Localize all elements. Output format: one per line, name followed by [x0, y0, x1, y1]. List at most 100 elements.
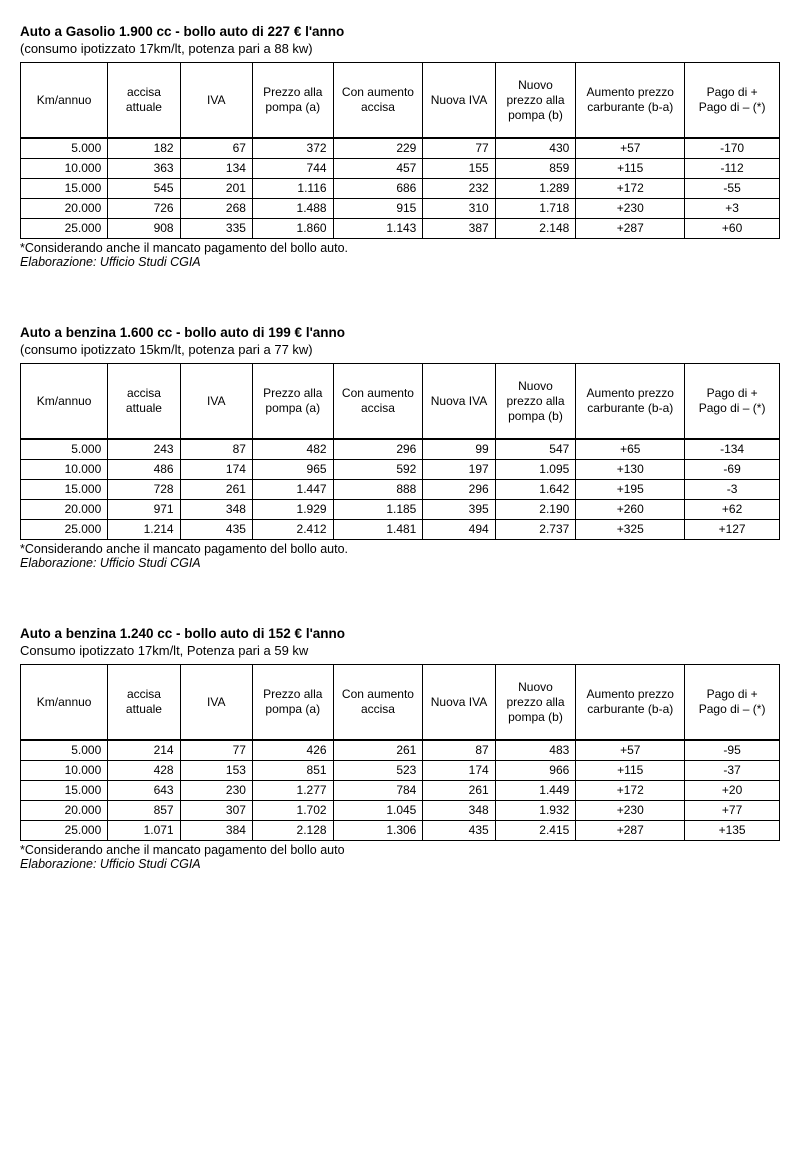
source-line: Elaborazione: Ufficio Studi CGIA [20, 255, 780, 269]
table-cell: +20 [685, 781, 780, 801]
table-cell: -37 [685, 761, 780, 781]
table-cell: -55 [685, 179, 780, 199]
table-header-row: Km/annuo accisa attuale IVA Prezzo alla … [21, 364, 780, 440]
col-header: Km/annuo [21, 665, 108, 741]
col-header: Nuova IVA [423, 364, 495, 440]
data-table: Km/annuo accisa attuale IVA Prezzo alla … [20, 664, 780, 841]
table-cell: 155 [423, 159, 495, 179]
table-cell: 784 [333, 781, 423, 801]
col-header: Nuova IVA [423, 63, 495, 139]
table-cell: 15.000 [21, 781, 108, 801]
table-row: 5.0002438748229699547+65-134 [21, 439, 780, 460]
table-cell: 232 [423, 179, 495, 199]
table-cell: +230 [576, 801, 685, 821]
table-row: 15.0007282611.4478882961.642+195-3 [21, 480, 780, 500]
section-title: Auto a Gasolio 1.900 cc - bollo auto di … [20, 24, 780, 39]
table-row: 10.000428153851523174966+115-37 [21, 761, 780, 781]
table-cell: 134 [180, 159, 252, 179]
data-table: Km/annuo accisa attuale IVA Prezzo alla … [20, 62, 780, 239]
col-header: Prezzo alla pompa (a) [252, 364, 333, 440]
table-cell: 428 [108, 761, 180, 781]
table-body: 5.0002147742626187483+57-9510.0004281538… [21, 740, 780, 841]
col-header: Con aumento accisa [333, 364, 423, 440]
table-cell: 348 [423, 801, 495, 821]
table-cell: +195 [576, 480, 685, 500]
table-cell: +135 [685, 821, 780, 841]
col-header: Aumento prezzo carburante (b-a) [576, 63, 685, 139]
col-header: Con aumento accisa [333, 63, 423, 139]
table-cell: +260 [576, 500, 685, 520]
table-cell: 99 [423, 439, 495, 460]
col-header: Pago di + Pago di – (*) [685, 364, 780, 440]
table-cell: 1.095 [495, 460, 576, 480]
table-cell: 1.306 [333, 821, 423, 841]
table-row: 25.0001.2144352.4121.4814942.737+325+127 [21, 520, 780, 540]
table-cell: 1.929 [252, 500, 333, 520]
table-cell: 261 [423, 781, 495, 801]
table-cell: 25.000 [21, 821, 108, 841]
table-cell: 430 [495, 138, 576, 159]
table-row: 15.0005452011.1166862321.289+172-55 [21, 179, 780, 199]
table-cell: 87 [423, 740, 495, 761]
table-cell: 5.000 [21, 439, 108, 460]
table-cell: +65 [576, 439, 685, 460]
table-cell: 1.481 [333, 520, 423, 540]
table-cell: 2.415 [495, 821, 576, 841]
section-gasolio-1900: Auto a Gasolio 1.900 cc - bollo auto di … [20, 24, 780, 269]
table-cell: +287 [576, 821, 685, 841]
table-row: 20.0007262681.4889153101.718+230+3 [21, 199, 780, 219]
table-cell: +115 [576, 159, 685, 179]
col-header: Nuovo prezzo alla pompa (b) [495, 364, 576, 440]
table-cell: 1.071 [108, 821, 180, 841]
table-cell: 15.000 [21, 480, 108, 500]
table-cell: 2.737 [495, 520, 576, 540]
col-header: Prezzo alla pompa (a) [252, 63, 333, 139]
footnote: *Considerando anche il mancato pagamento… [20, 241, 780, 255]
table-row: 15.0006432301.2777842611.449+172+20 [21, 781, 780, 801]
table-cell: 335 [180, 219, 252, 239]
table-body: 5.0002438748229699547+65-13410.000486174… [21, 439, 780, 540]
table-cell: 2.412 [252, 520, 333, 540]
table-cell: 486 [108, 460, 180, 480]
table-cell: 384 [180, 821, 252, 841]
data-table: Km/annuo accisa attuale IVA Prezzo alla … [20, 363, 780, 540]
col-header: accisa attuale [108, 63, 180, 139]
table-cell: 744 [252, 159, 333, 179]
table-cell: +230 [576, 199, 685, 219]
table-cell: 494 [423, 520, 495, 540]
section-subtitle: (consumo ipotizzato 17km/lt, potenza par… [20, 41, 780, 56]
table-cell: 229 [333, 138, 423, 159]
section-subtitle: (consumo ipotizzato 15km/lt, potenza par… [20, 342, 780, 357]
table-cell: 77 [180, 740, 252, 761]
table-cell: 1.642 [495, 480, 576, 500]
table-cell: 243 [108, 439, 180, 460]
col-header: IVA [180, 63, 252, 139]
table-cell: -3 [685, 480, 780, 500]
table-cell: +287 [576, 219, 685, 239]
table-cell: 296 [333, 439, 423, 460]
table-cell: 214 [108, 740, 180, 761]
table-cell: 77 [423, 138, 495, 159]
table-cell: -69 [685, 460, 780, 480]
col-header: Nuova IVA [423, 665, 495, 741]
col-header: Pago di + Pago di – (*) [685, 63, 780, 139]
source-line: Elaborazione: Ufficio Studi CGIA [20, 556, 780, 570]
table-row: 25.0001.0713842.1281.3064352.415+287+135 [21, 821, 780, 841]
table-cell: 174 [423, 761, 495, 781]
col-header: Prezzo alla pompa (a) [252, 665, 333, 741]
table-cell: 851 [252, 761, 333, 781]
table-cell: +130 [576, 460, 685, 480]
table-cell: +77 [685, 801, 780, 821]
table-cell: 2.128 [252, 821, 333, 841]
table-cell: 1.718 [495, 199, 576, 219]
col-header: IVA [180, 364, 252, 440]
col-header: Pago di + Pago di – (*) [685, 665, 780, 741]
table-cell: 174 [180, 460, 252, 480]
footnote: *Considerando anche il mancato pagamento… [20, 542, 780, 556]
table-cell: 182 [108, 138, 180, 159]
col-header: Km/annuo [21, 364, 108, 440]
table-cell: 2.190 [495, 500, 576, 520]
table-cell: 1.488 [252, 199, 333, 219]
table-cell: 20.000 [21, 500, 108, 520]
table-cell: 547 [495, 439, 576, 460]
